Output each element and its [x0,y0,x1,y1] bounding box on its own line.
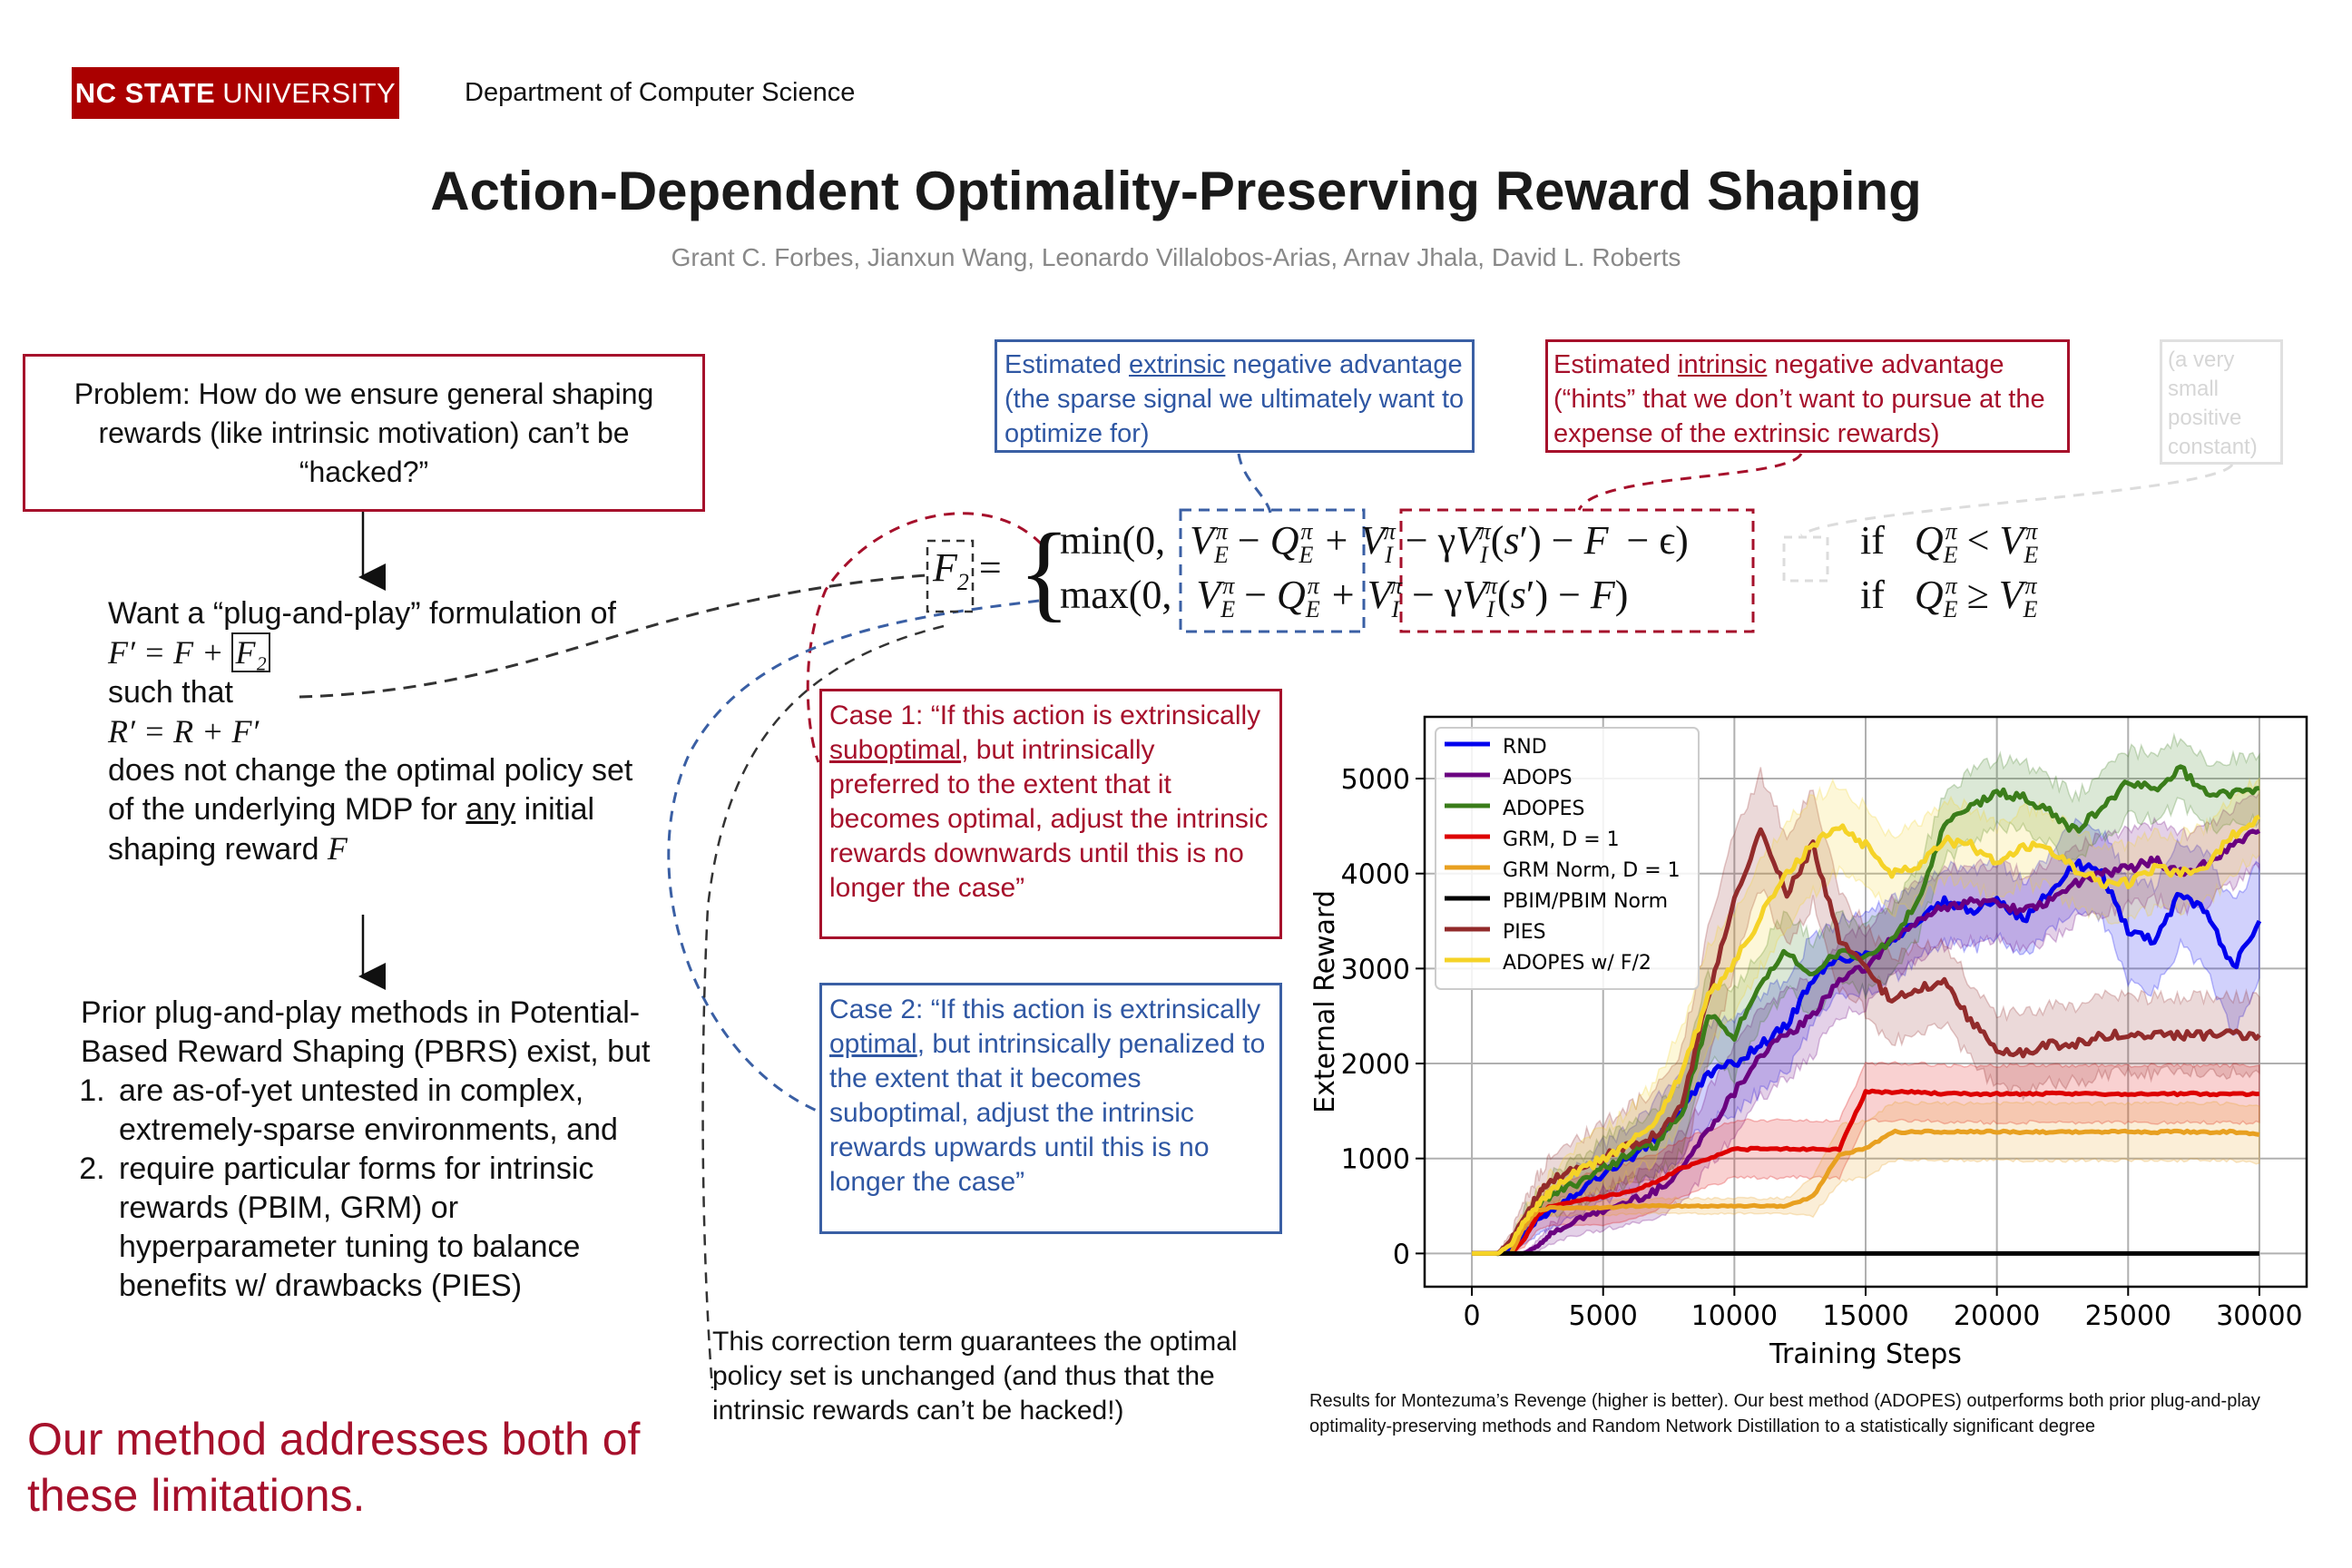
prior-methods-block: Prior plug-and-play methods in Potential… [81,994,671,1306]
intrinsic-text-pre: Estimated [1553,350,1678,379]
formulation-condition: does not change the optimal policy set o… [108,751,652,869]
formula-f2-boxed: F₂ [231,632,270,672]
case2-text-pre: Case 2: “If this action is extrinsically [829,995,1261,1024]
legend-label: ADOPS [1503,767,1573,789]
case2-underlined: optimal [829,1029,917,1059]
x-tick-label: 30000 [2216,1300,2302,1332]
case-1-box: Case 1: “If this action is extrinsically… [819,689,1282,939]
y-tick-label: 0 [1393,1239,1410,1270]
extrinsic-dashed-box [1179,508,1366,633]
formulation-intro: Want a “plug-and-play” formulation of [108,596,617,631]
y-tick-label: 1000 [1341,1144,1410,1176]
f2-equation: F2 = { min(0, VEπ − QEπ + VIπ − γVIπ(s′) −… [916,508,2123,635]
case1-text-pre: Case 1: “If this action is extrinsically [829,701,1261,730]
formula-r-prime: R′ = R + F′ [108,713,260,750]
formulation-block: Want a “plug-and-play” formulation of F′… [108,594,652,869]
equation-cond-2: if QEπ ≥ VEπ [1860,573,2038,622]
series-line [1472,1128,2260,1256]
legend-label: PIES [1503,921,1546,944]
series-line [1472,827,2261,1256]
legend-label: PBIM/PBIM Norm [1503,890,1668,913]
series-line [1472,828,2261,1256]
dashed-connector-intrinsic [1577,453,1803,511]
equation-row-min: min(0, VEπ − QEπ + VIπ − γVIπ(s′) − F − ϵ) [1060,518,1689,568]
formula-f-prime-lhs: F′ = F + [108,634,232,671]
conclusion-text: Our method addresses both of these limit… [27,1414,641,1521]
nc-state-logo: NC STATE UNIVERSITY [72,67,399,119]
x-tick-label: 5000 [1569,1300,1638,1332]
dashed-connector-extrinsic [1237,453,1272,514]
extrinsic-text-post: negative advantage (the sparse signal we… [1004,350,1465,448]
condition-text-pre: does not change the optimal policy set o… [108,753,633,827]
epsilon-dashed-box [1782,535,1829,583]
poster-title: Action-Dependent Optimality-Preserving R… [430,161,1922,221]
x-tick-label: 15000 [1822,1300,1908,1332]
y-tick-label: 3000 [1341,954,1410,985]
equation-lhs: F2 = [933,545,1002,595]
dashed-connector-case1 [806,512,1044,763]
x-tick-label: 10000 [1691,1300,1778,1332]
logo-bold-text: NC STATE [74,76,216,109]
case-2-box: Case 2: “If this action is extrinsically… [819,983,1282,1234]
dashed-connector-epsilon [1800,463,2234,537]
equation-brace: { [1018,511,1071,632]
series-line [1472,764,2260,1257]
y-axis-label: External Reward [1309,890,1341,1113]
case2-text-post: , but intrinsically penalized to the ext… [829,1029,1266,1197]
legend-frame [1435,727,1700,990]
dashed-connector-f2 [299,573,926,699]
x-tick-label: 25000 [2085,1300,2171,1332]
case1-underlined: suboptimal [829,735,962,765]
chart-caption: Results for Montezuma’s Revenge (higher … [1309,1391,2260,1436]
limitation-item: require particular forms for intrinsic r… [113,1150,671,1306]
legend-label: GRM Norm, D = 1 [1503,859,1681,882]
y-tick-label: 4000 [1341,859,1410,891]
series-line [1472,1088,2259,1256]
dashed-connector-case2 [667,599,1040,1112]
logo-light-text: UNIVERSITY [222,76,397,109]
x-axis-label: Training Steps [1769,1338,1962,1370]
y-tick-label: 2000 [1341,1049,1410,1081]
x-tick-label: 20000 [1954,1300,2040,1332]
author-list: Grant C. Forbes, Jianxun Wang, Leonardo … [671,243,1681,271]
extrinsic-underlined: extrinsic [1129,350,1226,379]
equation-row-max: max(0, VEπ − QEπ + VIπ − γVIπ(s′) − F) [1060,573,1629,622]
prior-intro: Prior plug-and-play methods in Potential… [81,995,651,1069]
chart-ticks: 0 5000 10000 15000 20000 25000 30000 0 1000 2000 3… [1341,764,2303,1332]
problem-text: Problem: How do we ensure general shapin… [74,377,654,488]
limitations-list: are as-of-yet untested in complex, extre… [81,1072,671,1306]
f2-dashed-box [926,539,975,613]
condition-text-any: any [466,792,516,827]
series-line [1472,814,2260,1256]
chart-lines [1472,764,2262,1257]
intrinsic-text-post: negative advantage (“hints” that we don’… [1553,350,2045,448]
dashed-connector-correction [701,624,945,1389]
condition-var-f: F [327,830,348,867]
intrinsic-underlined: intrinsic [1678,350,1768,379]
epsilon-note-text: (a very small positive constant) [2168,348,2258,459]
problem-box: Problem: How do we ensure general shapin… [23,354,705,512]
extrinsic-annotation-box: Estimated extrinsic negative advantage (… [995,339,1475,453]
formula-f-prime: F′ = F + F₂ [108,632,652,673]
intrinsic-annotation-box: Estimated intrinsic negative advantage (… [1545,339,2070,453]
legend-label: GRM, D = 1 [1503,828,1620,851]
epsilon-annotation-box: (a very small positive constant) [2160,339,2283,465]
limitation-item: are as-of-yet untested in complex, extre… [113,1072,671,1150]
legend-label: ADOPES w/ F/2 [1503,952,1651,975]
case1-text-post: , but intrinsically preferred to the ext… [829,735,1269,903]
equation-cond-1: if QEπ < VEπ [1860,518,2039,568]
department-label: Department of Computer Science [465,78,856,107]
chart-legend: RND ADOPS ADOPES GRM, D = 1 GRM Norm, D = 1 P… [1435,727,1700,990]
extrinsic-text-pre: Estimated [1004,350,1129,379]
legend-label: ADOPES [1503,798,1584,820]
correction-note: This correction term guarantees the opti… [712,1327,1238,1426]
y-tick-label: 5000 [1341,764,1410,796]
such-that-label: such that [108,675,233,710]
x-tick-label: 0 [1464,1300,1481,1332]
condition-text-post: initial shaping reward [108,792,595,867]
legend-label: RND [1503,736,1547,759]
